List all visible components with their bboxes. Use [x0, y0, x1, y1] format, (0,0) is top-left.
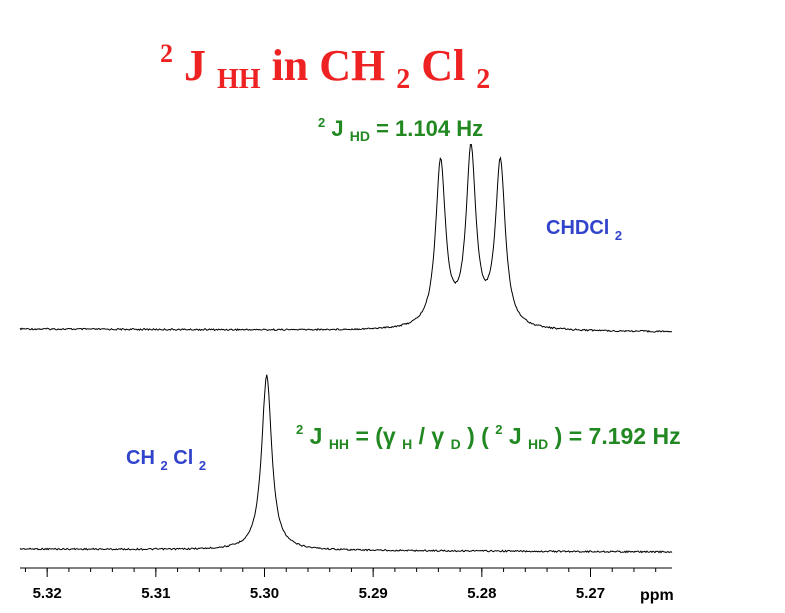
- title-sub2: 2: [476, 64, 490, 95]
- chdcl2-label: CHDCl 2: [546, 217, 622, 243]
- jhh-formula: 2 J HH = (γ H / γ D ) ( 2 J HD ) = 7.192…: [296, 413, 681, 454]
- title-sup: 2: [160, 39, 173, 68]
- x-tick-label: 5.32: [33, 585, 62, 602]
- title-text2: Cl: [421, 41, 465, 90]
- chdcl2-text: CHDCl: [546, 217, 609, 239]
- title-sub1: 2: [396, 64, 410, 95]
- formula-slash: / γ: [419, 423, 445, 449]
- formula-close2: ) = 7.192 Hz: [555, 423, 681, 449]
- formula-close1: ) (: [467, 423, 489, 449]
- chdcl2-sub: 2: [615, 228, 622, 243]
- x-axis-ticks: 5.32 5.31 5.30 5.29 5.28 5.27: [24, 568, 657, 602]
- title-text: in CH: [272, 41, 386, 90]
- formula-subH: H: [402, 436, 412, 452]
- formula-sub1: HH: [329, 436, 349, 452]
- jhd-sub: HD: [350, 128, 370, 144]
- formula-sup1: 2: [296, 422, 303, 437]
- formula-subD: D: [451, 436, 461, 452]
- chart-title: 2 J HH in CH 2 Cl 2: [160, 23, 490, 98]
- ch2cl2-sub1: 2: [160, 458, 167, 473]
- x-tick-label: 5.31: [141, 585, 170, 602]
- formula-j1: J: [310, 423, 323, 449]
- jhd-j: J: [331, 116, 343, 141]
- title-j: J: [184, 41, 206, 90]
- ch2cl2-text2: Cl: [173, 447, 193, 469]
- chdcl2-spectrum-trace: [19, 143, 673, 333]
- formula-sup2: 2: [495, 422, 502, 437]
- x-axis-label: ppm: [640, 587, 674, 604]
- ch2cl2-label: CH 2 Cl 2: [126, 447, 206, 475]
- formula-sub2: HD: [528, 436, 548, 452]
- ch2cl2-spectrum-trace: [19, 374, 673, 554]
- ch2cl2-text1: CH: [126, 447, 155, 469]
- jhd-rest: = 1.104 Hz: [376, 116, 483, 141]
- ch2cl2-sub2: 2: [199, 458, 206, 473]
- x-tick-label: 5.27: [576, 585, 605, 602]
- jhd-annotation: 2 J HD = 1.104 Hz: [318, 107, 483, 146]
- title-j-sub: HH: [217, 64, 261, 95]
- x-tick-label: 5.28: [467, 585, 496, 602]
- formula-j2: J: [509, 423, 522, 449]
- jhd-sup: 2: [318, 115, 325, 130]
- x-tick-label: 5.29: [359, 585, 388, 602]
- formula-eq1: = (γ: [355, 423, 395, 449]
- x-tick-label: 5.30: [250, 585, 279, 602]
